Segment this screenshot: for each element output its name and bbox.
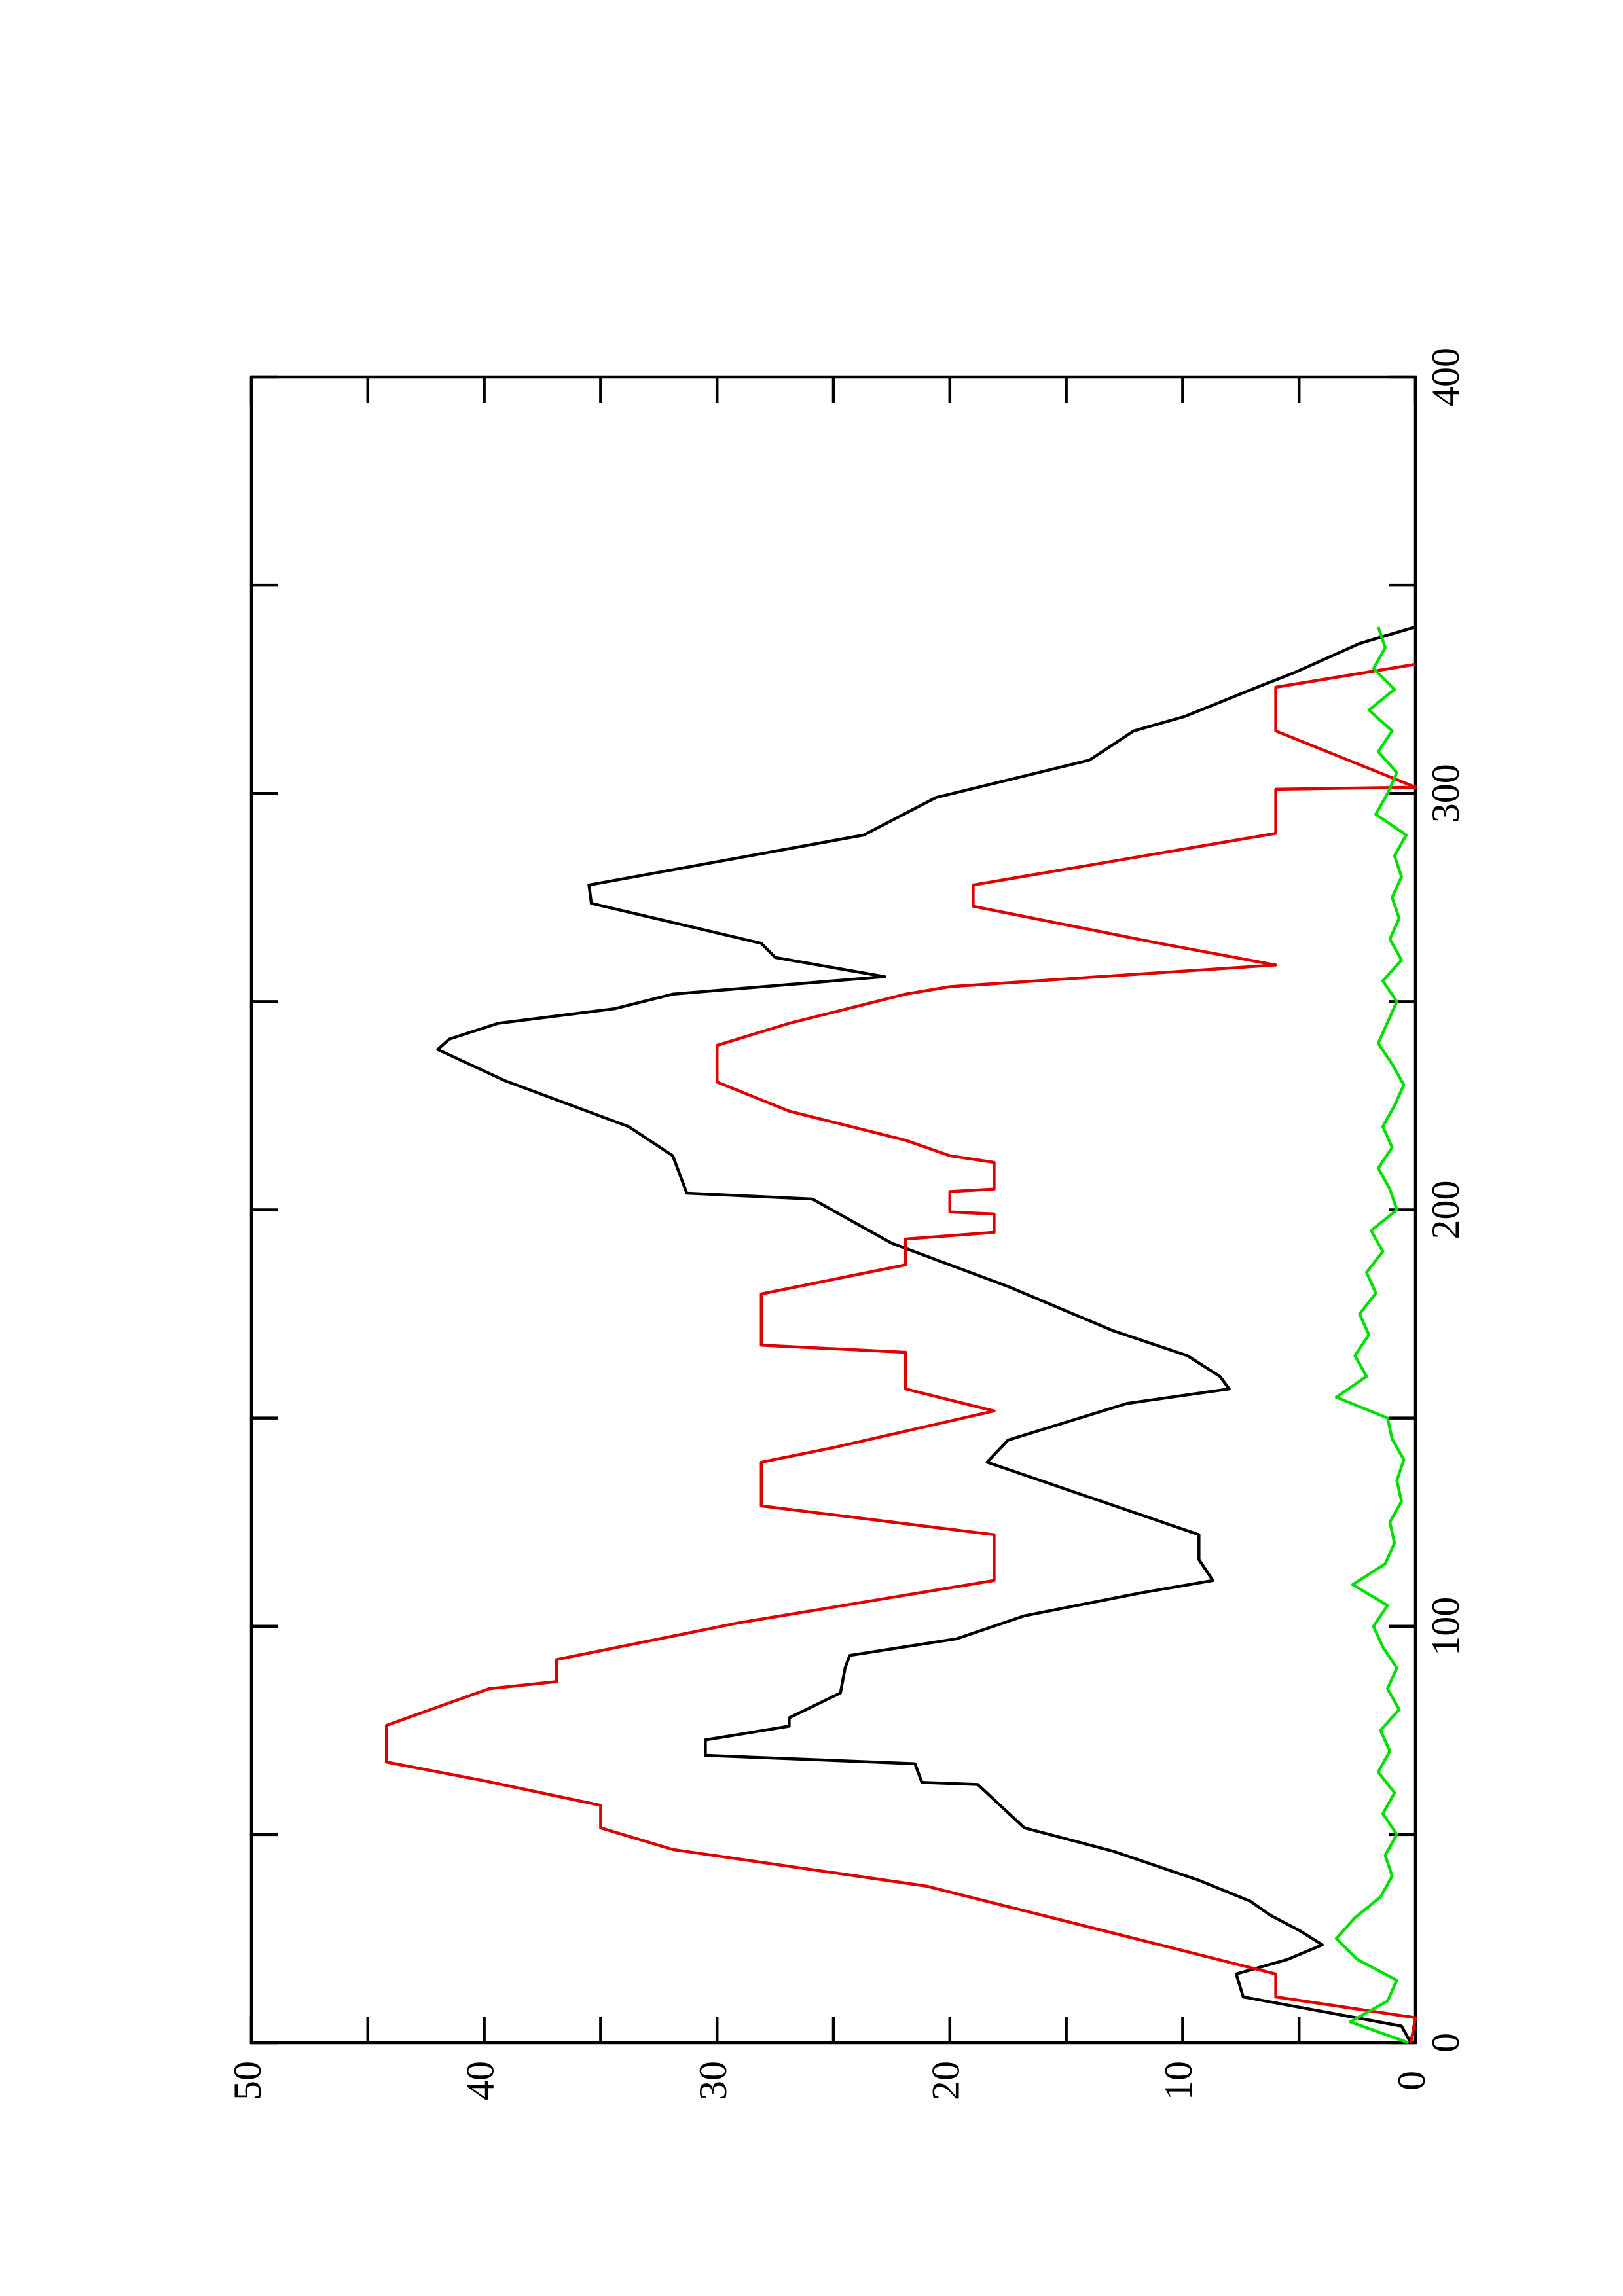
y-tick-label: 30: [691, 2061, 735, 2100]
x-tick-label: 400: [1424, 348, 1467, 406]
y-tick-label: 10: [1157, 2061, 1200, 2100]
data-line: [1334, 626, 1410, 2045]
y-tick-label: 50: [226, 2061, 269, 2100]
data-line: [436, 625, 1416, 2044]
data-line: [384, 662, 1417, 2043]
y-tick-label: 20: [924, 2061, 968, 2100]
x-tick-label: 200: [1424, 1181, 1467, 1240]
y-tick-label: 40: [458, 2061, 501, 2100]
y-tick-label: 0: [1390, 2071, 1433, 2090]
x-tick-label: 100: [1424, 1597, 1467, 1656]
x-tick-label: 300: [1424, 764, 1467, 823]
x-tick-label: 0: [1424, 2033, 1467, 2053]
